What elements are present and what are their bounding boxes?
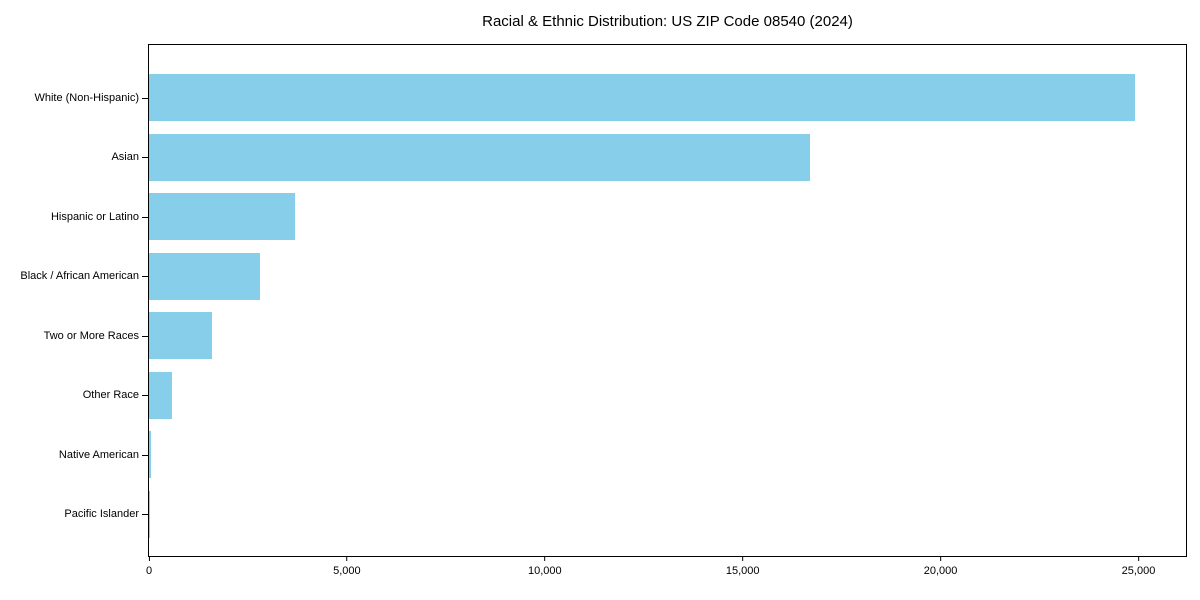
y-tick-mark bbox=[142, 454, 148, 456]
bar-row: Pacific Islander bbox=[64, 485, 1186, 545]
bar-row: Black / African American bbox=[20, 247, 1186, 307]
x-tick-label: 10,000 bbox=[527, 565, 562, 577]
plot-area: White (Non-Hispanic) Asian Hispanic or Lat… bbox=[20, 44, 1187, 577]
bar-row: Two or More Races bbox=[44, 306, 1186, 366]
x-tick: 25,000 bbox=[1121, 556, 1156, 577]
category-label: Hispanic or Latino bbox=[50, 210, 139, 223]
y-tick-mark bbox=[142, 97, 148, 99]
bar-row: Hispanic or Latino bbox=[51, 187, 1186, 247]
x-tick-mark bbox=[742, 556, 744, 561]
category-label: White (Non-Hispanic) bbox=[34, 91, 139, 104]
x-tick-label: 25,000 bbox=[1121, 565, 1156, 577]
x-tick-label: 5,000 bbox=[333, 565, 361, 577]
bar-row: White (Non-Hispanic) bbox=[34, 68, 1186, 128]
x-tick-mark bbox=[148, 556, 150, 561]
category-label: Two or More Races bbox=[43, 329, 139, 342]
y-tick-mark bbox=[142, 216, 148, 218]
y-tick-mark bbox=[142, 157, 148, 159]
category-label: Native American bbox=[58, 448, 139, 461]
y-tick-mark bbox=[142, 335, 148, 337]
x-tick-mark bbox=[346, 556, 348, 561]
x-tick-mark bbox=[544, 556, 546, 561]
bars-container: White (Non-Hispanic) Asian Hispanic or Lat… bbox=[20, 45, 1186, 556]
category-label: Black / African American bbox=[20, 270, 139, 283]
chart-title: Racial & Ethnic Distribution: US ZIP Cod… bbox=[482, 13, 853, 30]
x-tick: 15,000 bbox=[726, 556, 760, 577]
x-tick: 10,000 bbox=[528, 556, 562, 577]
bar bbox=[149, 133, 810, 181]
category-label: Asian bbox=[111, 151, 139, 164]
category-label: Pacific Islander bbox=[64, 508, 139, 521]
bar bbox=[149, 431, 151, 479]
y-tick-mark bbox=[142, 395, 148, 397]
bar-row: Asian bbox=[111, 128, 1186, 188]
y-tick-mark bbox=[142, 514, 148, 516]
x-tick-label: 0 bbox=[145, 565, 153, 577]
bar-row: Other Race bbox=[83, 366, 1186, 426]
y-tick-mark bbox=[142, 276, 148, 278]
bar bbox=[149, 193, 296, 241]
x-tick: 20,000 bbox=[923, 556, 958, 577]
x-tick: 0 bbox=[146, 556, 152, 577]
x-tick: 5,000 bbox=[333, 556, 361, 577]
x-tick-label: 15,000 bbox=[725, 565, 760, 577]
x-tick-mark bbox=[1138, 556, 1139, 561]
bar bbox=[149, 312, 213, 360]
bar bbox=[149, 371, 172, 419]
category-label: Other Race bbox=[82, 389, 139, 402]
bar-row: Native American bbox=[59, 425, 1186, 485]
bar bbox=[149, 74, 1135, 122]
x-tick-mark bbox=[940, 556, 942, 561]
x-tick-label: 20,000 bbox=[923, 565, 958, 577]
bar bbox=[149, 252, 260, 300]
